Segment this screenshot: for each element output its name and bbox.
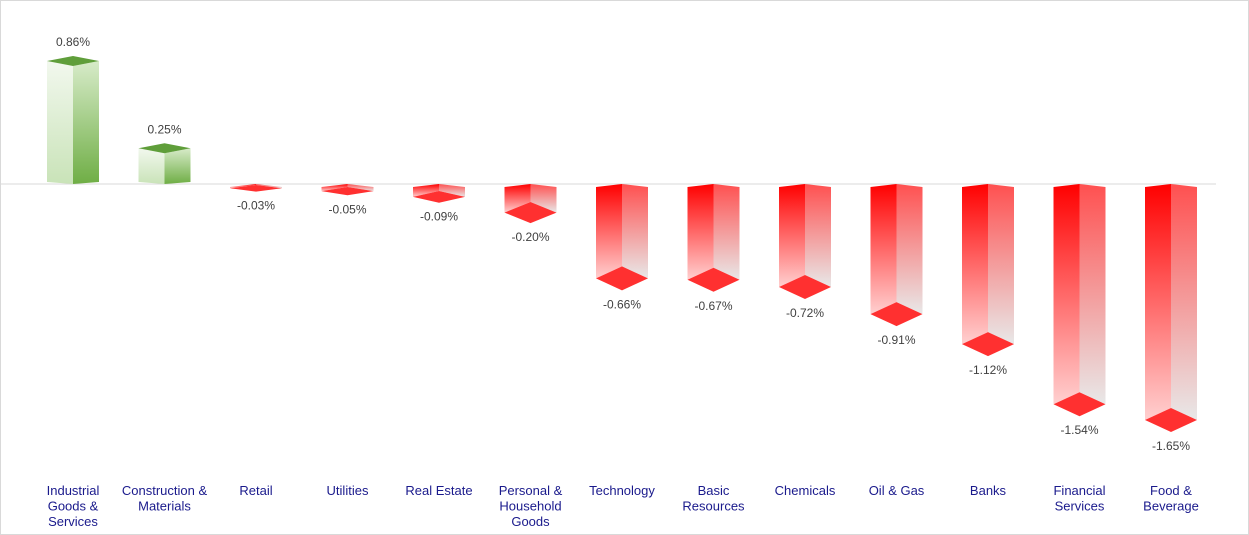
- category-label: Chemicals: [775, 483, 836, 498]
- data-label: -0.03%: [237, 199, 275, 213]
- bar: [1145, 184, 1197, 432]
- data-label: -1.54%: [1060, 423, 1098, 437]
- category-label: Utilities: [327, 483, 369, 498]
- data-label: -0.20%: [511, 230, 549, 244]
- data-label: -0.72%: [786, 306, 824, 320]
- data-label: -0.66%: [603, 297, 641, 311]
- category-label: Financial Services: [1053, 483, 1105, 514]
- data-label: -0.05%: [328, 202, 366, 216]
- category-label: Personal & Household Goods: [499, 483, 563, 529]
- category-label: Real Estate: [405, 483, 472, 498]
- data-label: -0.91%: [877, 333, 915, 347]
- category-label: Technology: [589, 483, 655, 498]
- bar: [687, 184, 740, 292]
- category-label: Construction & Materials: [122, 483, 208, 514]
- bar: [321, 184, 374, 196]
- bar: [779, 184, 831, 299]
- bar: [870, 184, 923, 327]
- bar: [47, 56, 99, 184]
- data-label: 0.25%: [147, 122, 181, 136]
- bar: [596, 184, 648, 291]
- category-label: Oil & Gas: [869, 483, 925, 498]
- data-label: -1.12%: [969, 363, 1007, 377]
- data-label: -0.67%: [694, 299, 732, 313]
- data-label: -0.09%: [420, 210, 458, 224]
- data-label: 0.86%: [56, 35, 90, 49]
- bar: [138, 143, 191, 184]
- category-label: Food & Beverage: [1143, 483, 1199, 514]
- category-label: Industrial Goods & Services: [47, 483, 100, 529]
- bar: [504, 184, 557, 224]
- data-label: -1.65%: [1152, 439, 1190, 453]
- bar: [1053, 184, 1106, 417]
- category-label: Basic Resources: [682, 483, 745, 514]
- bar: [413, 184, 465, 203]
- bar: [230, 184, 282, 192]
- bar: [962, 184, 1014, 357]
- category-label: Banks: [970, 483, 1007, 498]
- category-label: Retail: [239, 483, 272, 498]
